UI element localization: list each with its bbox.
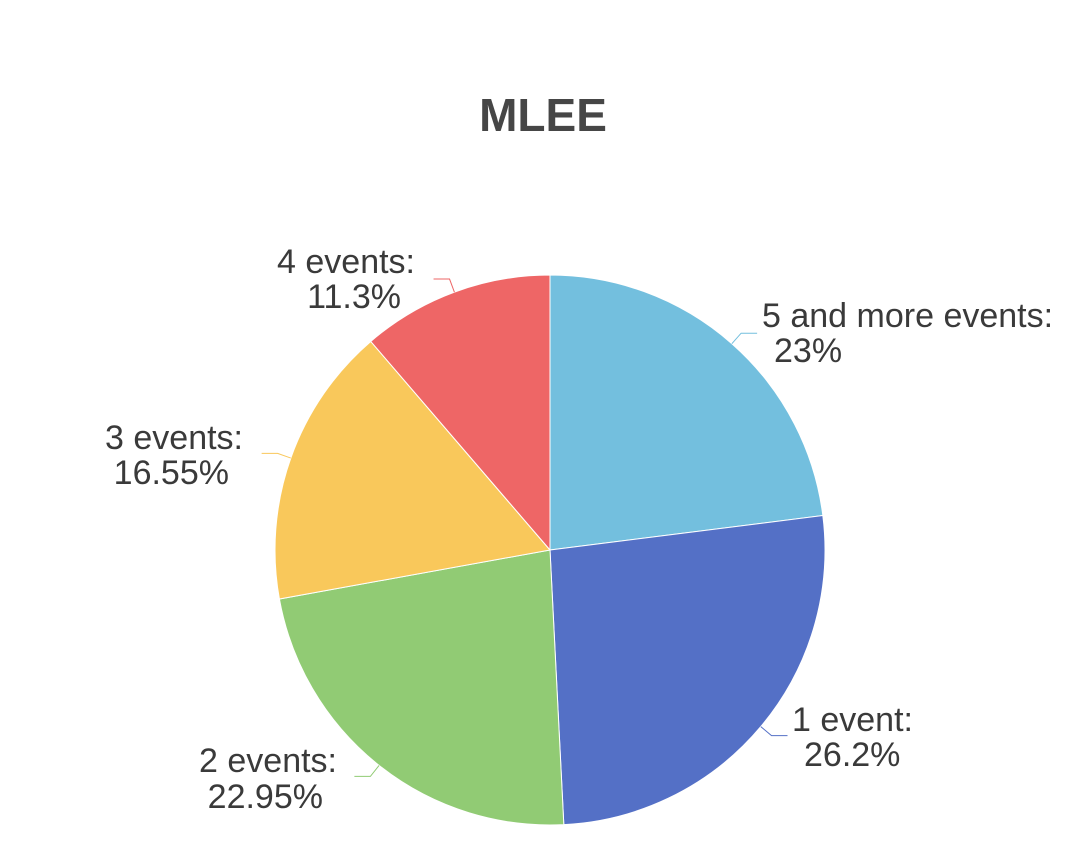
slice-label-value: 22.95% <box>208 778 323 816</box>
slice-label-name: 4 events: <box>277 243 415 281</box>
slice-label-name: 5 and more events: <box>762 297 1053 335</box>
leader-line <box>760 726 788 737</box>
leader-line <box>354 765 380 777</box>
pie-slice-5-and-more-events <box>549 274 824 551</box>
slice-label-value: 26.2% <box>804 736 900 774</box>
pie-slice-4-events <box>370 274 551 552</box>
pie-slice-2-events <box>278 549 565 826</box>
slice-label-value: 23% <box>774 332 842 370</box>
leader-line <box>433 278 455 293</box>
slice-label-value: 11.3% <box>307 278 401 316</box>
pie-slice-3-events <box>274 340 551 600</box>
slice-label-name: 3 events: <box>105 419 243 457</box>
slice-label-name: 1 event: <box>792 701 913 739</box>
leader-line <box>261 452 291 459</box>
slice-label-name: 2 events: <box>199 742 337 780</box>
leader-line <box>731 332 758 345</box>
slice-label-value: 16.55% <box>114 454 229 492</box>
pie-slice-1-event <box>549 514 826 826</box>
chart-title: MLEE <box>479 89 607 141</box>
